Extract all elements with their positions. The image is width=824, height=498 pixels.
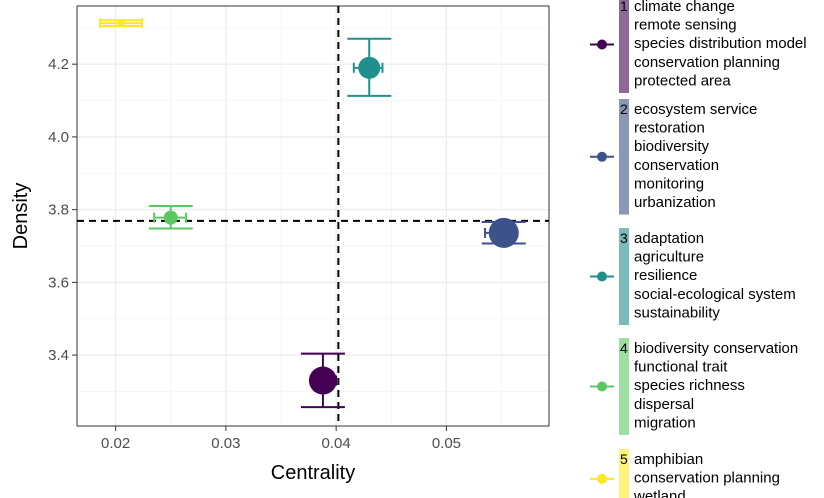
legend-keyword: resilience bbox=[634, 267, 697, 284]
legend-cluster-bar bbox=[619, 99, 629, 215]
legend-keyword: social-ecological system bbox=[634, 286, 796, 303]
legend-keyword: restoration bbox=[634, 120, 705, 137]
legend-cluster-number: 2 bbox=[620, 101, 628, 117]
x-tick-label: 0.04 bbox=[322, 435, 351, 452]
legend-keyword: functional trait bbox=[634, 359, 728, 376]
legend-keyword: ecosystem service bbox=[634, 101, 757, 118]
legend-cluster-bar bbox=[619, 338, 629, 435]
legend-key-point bbox=[597, 39, 607, 50]
panel-border bbox=[76, 5, 550, 427]
legend-keyword: conservation planning bbox=[634, 470, 780, 487]
legend-keyword: conservation planning bbox=[634, 54, 780, 71]
legend-key-point bbox=[597, 381, 607, 392]
legend-cluster-number: 1 bbox=[620, 0, 628, 14]
legend-key-point bbox=[597, 473, 607, 484]
legend-cluster-bar bbox=[619, 449, 629, 498]
legend-keyword: biodiversity conservation bbox=[634, 340, 798, 357]
cluster-3-marker bbox=[347, 37, 392, 97]
y-tick-label: 4.0 bbox=[48, 129, 69, 146]
x-tick-label: 0.02 bbox=[101, 435, 130, 452]
cluster-5-point bbox=[117, 19, 126, 28]
legend-keyword: conservation bbox=[634, 157, 719, 174]
legend-keyword: wetland bbox=[633, 488, 686, 498]
legend-keyword: protected area bbox=[634, 72, 731, 89]
legend-entry-4: 4 biodiversity conservation functional tra… bbox=[590, 338, 798, 435]
y-axis-title: Density bbox=[10, 183, 32, 250]
legend-keyword: species richness bbox=[634, 377, 745, 394]
cluster-5-marker bbox=[99, 18, 144, 29]
legend-keyword: adaptation bbox=[634, 230, 704, 247]
legend-cluster-number: 5 bbox=[620, 451, 628, 467]
x-tick-label: 0.03 bbox=[211, 435, 240, 452]
legend-keyword: monitoring bbox=[634, 175, 704, 192]
legend-key-point bbox=[597, 271, 607, 282]
legend-keyword: species distribution model bbox=[634, 35, 807, 52]
legend-cluster-bar bbox=[619, 0, 629, 93]
legend-keyword: amphibian bbox=[634, 451, 703, 468]
cluster-4-point bbox=[163, 210, 178, 225]
legend-keyword: remote sensing bbox=[634, 17, 737, 34]
legend-keyword: climate change bbox=[634, 0, 735, 15]
legend-key-point bbox=[597, 151, 607, 162]
cluster-4-marker bbox=[148, 205, 193, 230]
legend-cluster-number: 4 bbox=[620, 340, 628, 356]
legend-cluster-number: 3 bbox=[620, 230, 628, 246]
plot-area: 0.02 0.03 0.04 0.05 3.4 3.6 3.8 4.0 4.2 bbox=[48, 5, 550, 452]
legend-keyword: migration bbox=[634, 414, 696, 431]
y-tick-label: 3.8 bbox=[48, 202, 69, 219]
x-tick-label: 0.05 bbox=[432, 435, 461, 452]
legend-keyword: biodiversity bbox=[634, 138, 710, 155]
legend-keyword: dispersal bbox=[634, 396, 694, 413]
y-tick-label: 3.4 bbox=[48, 347, 69, 364]
cluster-2-point bbox=[488, 217, 519, 248]
legend-cluster-bar bbox=[619, 228, 629, 325]
cluster-3-point bbox=[358, 56, 381, 79]
x-axis-title: Centrality bbox=[271, 462, 355, 484]
cluster-1-point bbox=[308, 366, 337, 395]
legend-keyword: agriculture bbox=[634, 249, 704, 266]
legend-keyword: sustainability bbox=[634, 304, 720, 321]
legend-keyword: urbanization bbox=[634, 194, 716, 211]
cluster-2-marker bbox=[481, 217, 526, 248]
y-tick-label: 3.6 bbox=[48, 274, 69, 291]
legend-entry-2: 2 ecosystem service restorationbiodiversit… bbox=[590, 99, 757, 215]
cluster-1-marker bbox=[300, 352, 345, 409]
y-tick-label: 4.2 bbox=[48, 56, 69, 73]
